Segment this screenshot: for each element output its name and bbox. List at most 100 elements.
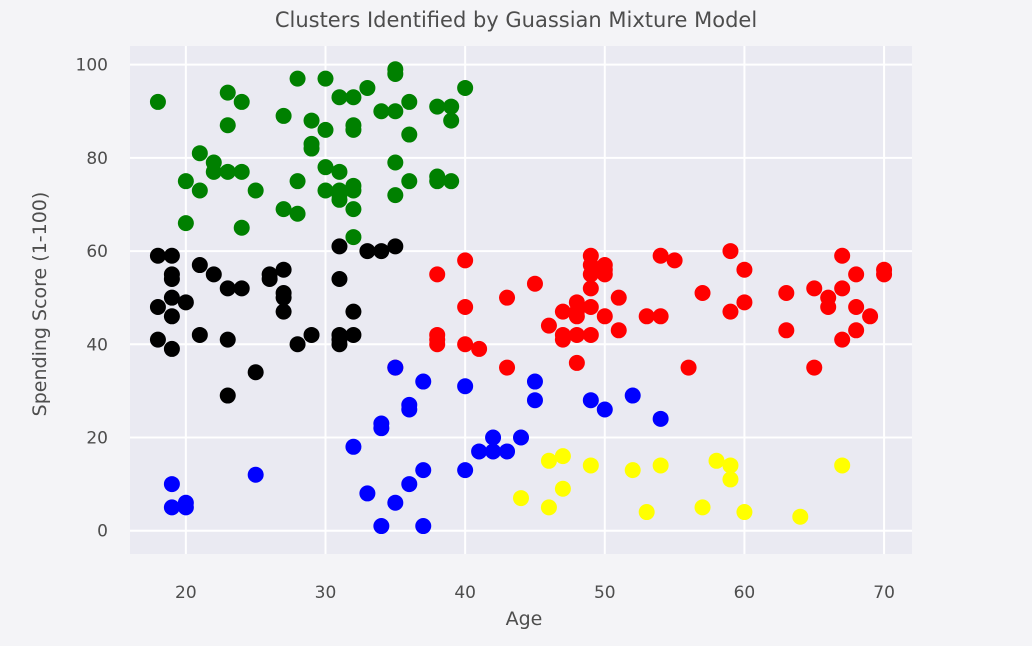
- scatter-point: [778, 285, 795, 302]
- scatter-point: [191, 182, 208, 199]
- scatter-point: [540, 499, 557, 516]
- scatter-point: [401, 93, 418, 110]
- scatter-point: [429, 266, 446, 283]
- scatter-point: [568, 326, 585, 343]
- scatter-point: [219, 117, 236, 134]
- scatter-point: [554, 480, 571, 497]
- scatter-point: [275, 201, 292, 218]
- scatter-point: [289, 336, 306, 353]
- scatter-point: [149, 93, 166, 110]
- x-tick-label: 20: [175, 583, 197, 603]
- scatter-point: [624, 462, 641, 479]
- data-points: [149, 61, 893, 535]
- scatter-point: [331, 271, 348, 288]
- scatter-point: [568, 308, 585, 325]
- scatter-point: [806, 359, 823, 376]
- scatter-point: [345, 326, 362, 343]
- scatter-point: [163, 289, 180, 306]
- scatter-point: [568, 354, 585, 371]
- scatter-point: [862, 308, 879, 325]
- scatter-point: [652, 308, 669, 325]
- scatter-point: [317, 70, 334, 87]
- scatter-point: [499, 289, 516, 306]
- scatter-point: [471, 340, 488, 357]
- scatter-point: [387, 65, 404, 82]
- scatter-point: [149, 247, 166, 264]
- scatter-point: [345, 89, 362, 106]
- scatter-point: [499, 359, 516, 376]
- scatter-point: [876, 266, 893, 283]
- y-tick-label: 100: [76, 56, 108, 76]
- scatter-point: [429, 336, 446, 353]
- scatter-point: [596, 401, 613, 418]
- scatter-point: [303, 326, 320, 343]
- scatter-point: [177, 173, 194, 190]
- scatter-point: [205, 163, 222, 180]
- scatter-point: [401, 126, 418, 143]
- scatter-point: [247, 182, 264, 199]
- scatter-point: [401, 476, 418, 493]
- scatter-point: [610, 322, 627, 339]
- scatter-point: [387, 494, 404, 511]
- y-tick-label: 40: [86, 335, 108, 355]
- scatter-point: [582, 457, 599, 474]
- scatter-point: [848, 298, 865, 315]
- scatter-point: [596, 266, 613, 283]
- scatter-point: [666, 252, 683, 269]
- scatter-point: [149, 331, 166, 348]
- scatter-point: [345, 182, 362, 199]
- scatter-point: [848, 266, 865, 283]
- scatter-point: [596, 308, 613, 325]
- scatter-point: [540, 452, 557, 469]
- chart-title: Clusters Identified by Guassian Mixture …: [274, 8, 758, 32]
- scatter-point: [624, 387, 641, 404]
- y-tick-label: 60: [86, 242, 108, 262]
- scatter-point: [457, 298, 474, 315]
- scatter-point: [331, 163, 348, 180]
- scatter-point: [736, 261, 753, 278]
- scatter-point: [345, 201, 362, 218]
- scatter-point: [289, 70, 306, 87]
- scatter-point: [345, 438, 362, 455]
- scatter-point: [163, 271, 180, 288]
- scatter-point: [149, 298, 166, 315]
- x-tick-label: 50: [594, 583, 616, 603]
- x-tick-label: 60: [734, 583, 756, 603]
- scatter-point: [219, 331, 236, 348]
- scatter-point: [387, 187, 404, 204]
- scatter-point: [457, 378, 474, 395]
- scatter-point: [499, 443, 516, 460]
- scatter-point: [722, 457, 739, 474]
- scatter-point: [317, 121, 334, 138]
- scatter-point: [289, 173, 306, 190]
- scatter-point: [820, 298, 837, 315]
- scatter-point: [722, 243, 739, 260]
- scatter-point: [177, 215, 194, 232]
- scatter-point: [247, 466, 264, 483]
- scatter-point: [457, 336, 474, 353]
- scatter-point: [485, 443, 502, 460]
- scatter-point: [443, 173, 460, 190]
- scatter-point: [373, 243, 390, 260]
- x-axis-label: Age: [505, 608, 543, 630]
- scatter-point: [317, 159, 334, 176]
- scatter-point: [275, 261, 292, 278]
- scatter-point: [415, 373, 432, 390]
- scatter-point: [331, 89, 348, 106]
- scatter-point: [429, 98, 446, 115]
- scatter-point: [722, 303, 739, 320]
- scatter-point: [834, 457, 851, 474]
- scatter-point: [359, 79, 376, 96]
- scatter-point: [373, 420, 390, 437]
- scatter-point: [373, 103, 390, 120]
- scatter-point: [387, 154, 404, 171]
- scatter-point: [219, 280, 236, 297]
- x-tick-label: 70: [873, 583, 895, 603]
- scatter-point: [177, 499, 194, 516]
- scatter-point: [233, 280, 250, 297]
- x-tick-label: 40: [454, 583, 476, 603]
- scatter-point: [792, 508, 809, 525]
- scatter-point: [834, 280, 851, 297]
- scatter-point: [540, 317, 557, 334]
- scatter-point: [834, 247, 851, 264]
